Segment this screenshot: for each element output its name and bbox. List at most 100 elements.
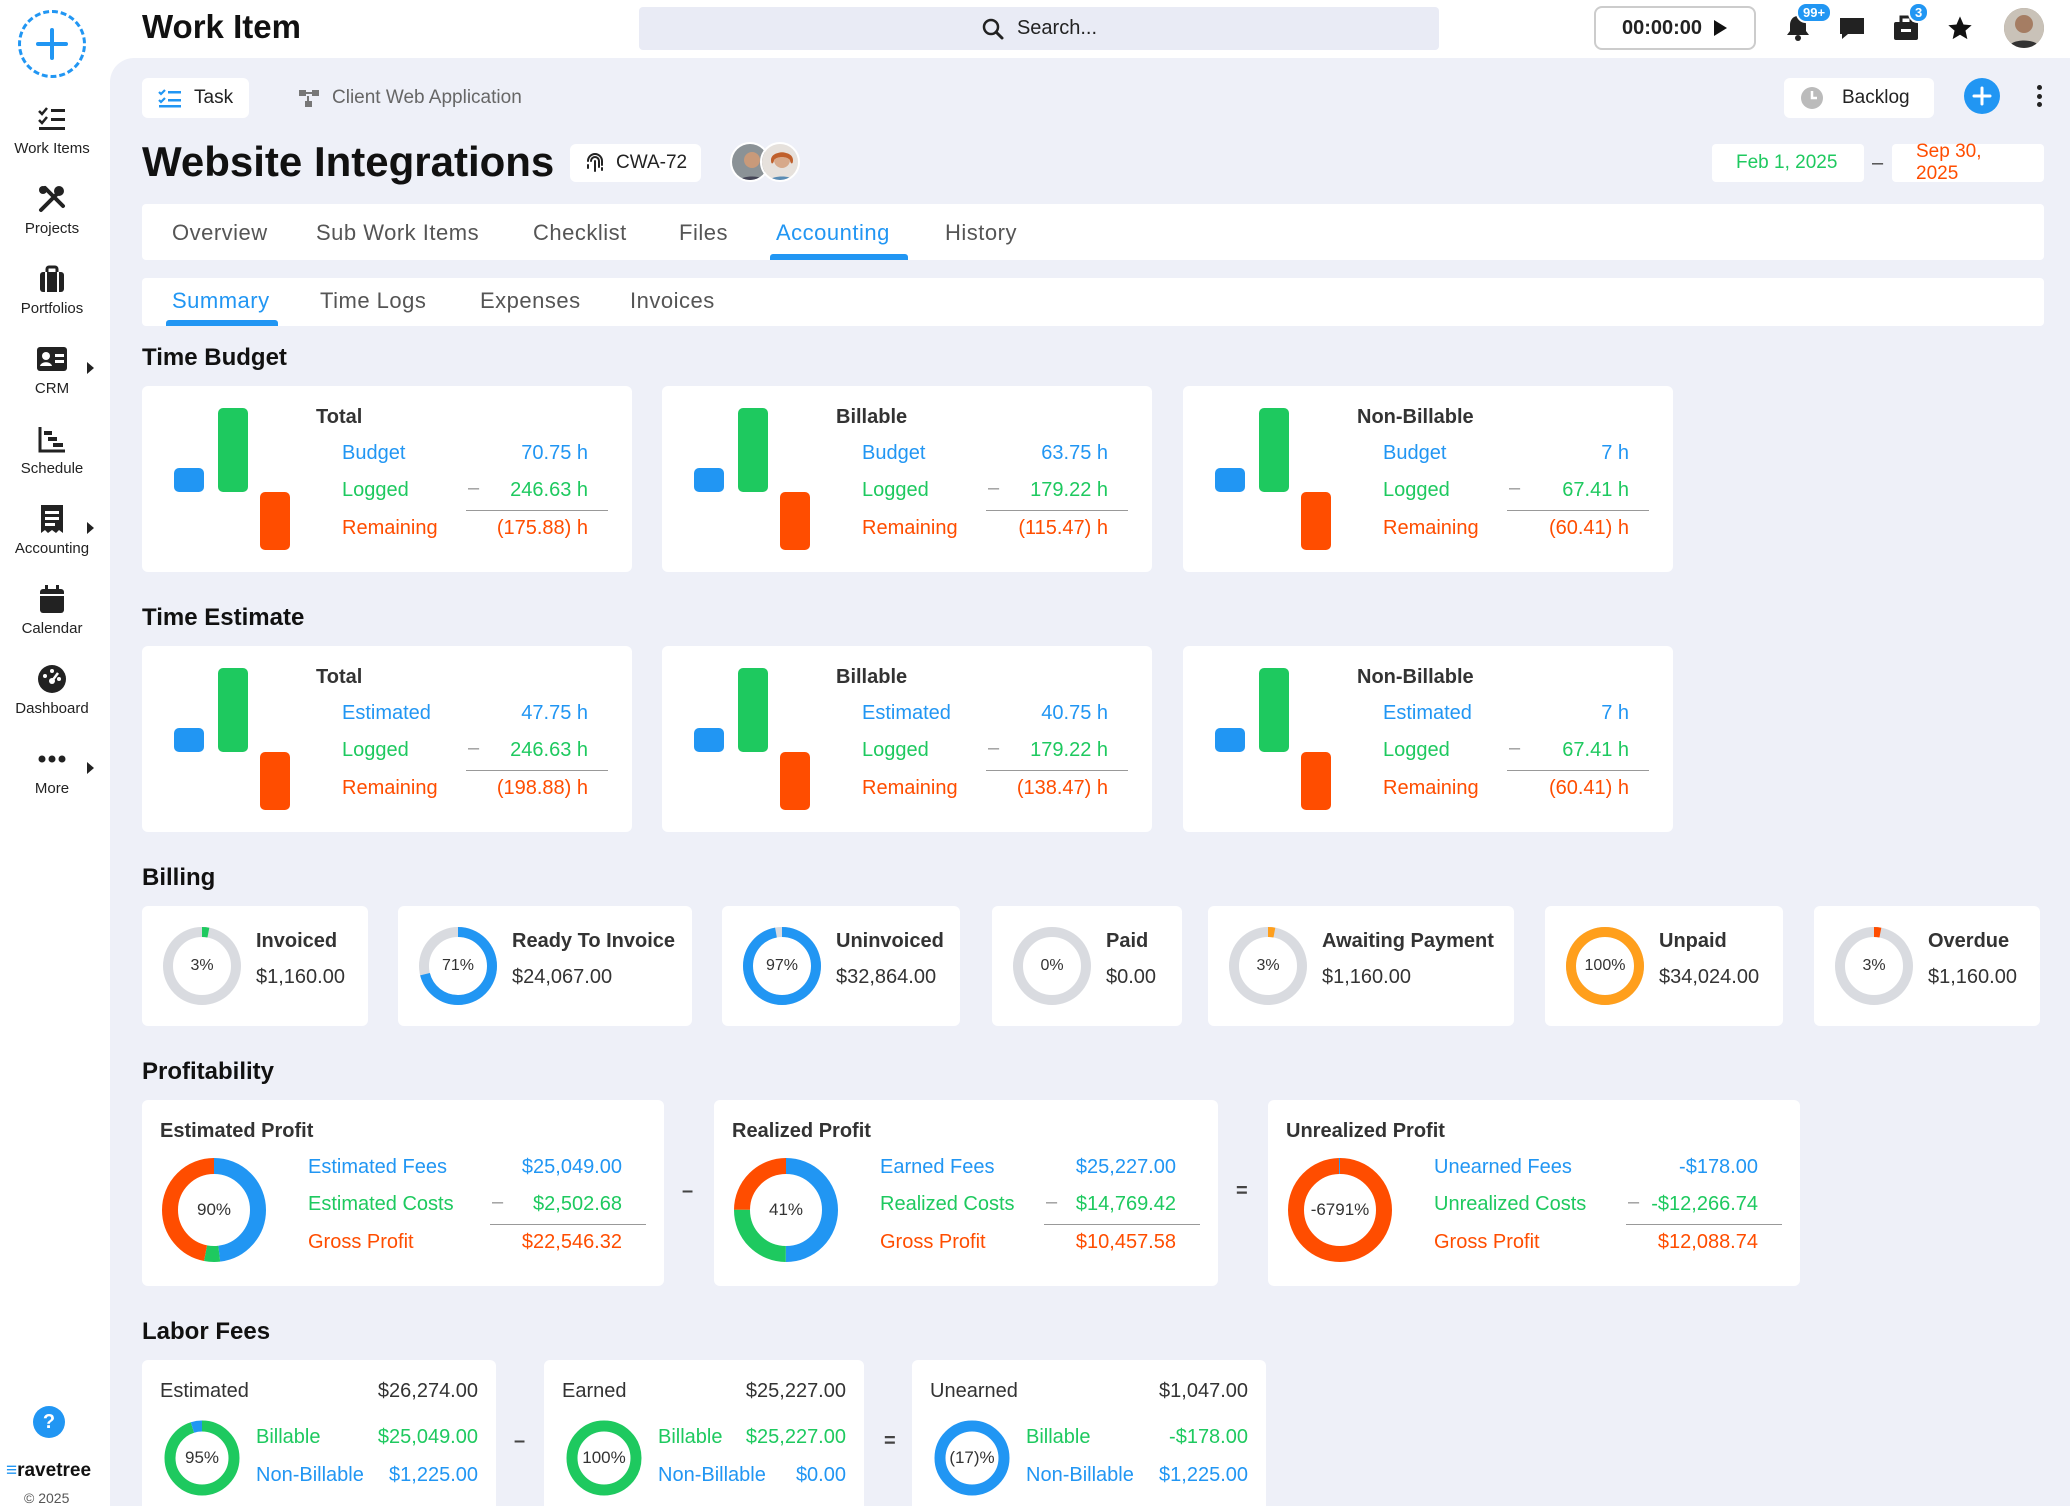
bar-logged [1259,408,1289,492]
tab-checklist[interactable]: Checklist [533,220,627,245]
billing-card[interactable]: 3% Invoiced $1,160.00 [142,906,368,1026]
main-tabs: Overview Sub Work Items Checklist Files … [142,204,2044,260]
donut-percent: 41% [768,1200,804,1219]
card-title: Non-Billable [1357,666,1474,688]
user-avatar[interactable] [2004,8,2044,48]
hierarchy-icon [299,90,319,107]
divider [490,1224,646,1225]
metric-label: Gross Profit [308,1231,414,1253]
tab-overview[interactable]: Overview [172,220,268,245]
donut-fill [1835,927,1913,1005]
labor-card: Earned $25,227.00 100% Billable $25,227.00 No… [544,1360,864,1506]
briefcase-icon [37,262,67,296]
billing-card[interactable]: 100% Unpaid $34,024.00 [1545,906,1783,1026]
billing-card[interactable]: 97% Uninvoiced $32,864.00 [722,906,960,1026]
bar-budget [1215,728,1245,752]
metric-label: Logged [862,739,929,761]
minus-operator: – [514,1430,526,1452]
type-chip[interactable]: Task [142,78,250,118]
create-button[interactable] [18,10,86,78]
sidebar-item-dashboard[interactable]: Dashboard [0,662,104,717]
project-link[interactable]: Client Web Application [282,78,538,118]
metric-value: -$12,266.74 [1651,1193,1758,1215]
sidebar-item-calendar[interactable]: Calendar [0,582,104,637]
sidebar-item-projects[interactable]: Projects [0,182,104,237]
metric-label: Unrealized Costs [1434,1193,1587,1215]
metric-label: Unearned Fees [1434,1156,1572,1178]
favorites-button[interactable] [1944,12,1976,44]
billing-amount: $0.00 [1106,966,1157,988]
tab-sub-work-items[interactable]: Sub Work Items [316,220,480,245]
subtab-time-logs[interactable]: Time Logs [320,288,427,313]
billing-card[interactable]: 0% Paid $0.00 [992,906,1182,1026]
donut-track [1013,927,1091,1005]
metric-label: Logged [1383,479,1450,501]
sidebar-item-schedule[interactable]: Schedule [0,422,104,477]
sidebar-item-label: Projects [24,220,80,237]
metric-value: $22,546.32 [521,1231,622,1253]
card-total: $1,047.00 [1159,1380,1248,1402]
kebab-menu-button[interactable] [2034,82,2044,110]
messages-button[interactable] [1836,12,1868,44]
profit-card: Estimated Profit 90% Estimated Fees $25,049… [142,1100,664,1286]
sidebar-item-accounting[interactable]: Accounting [0,502,104,557]
metric-label: Remaining [862,517,958,539]
sidebar-item-portfolios[interactable]: Portfolios [0,262,104,317]
sidebar-item-label: Accounting [14,540,90,557]
help-button[interactable]: ? [33,1406,65,1438]
status-dropdown[interactable]: Backlog [1784,78,1934,118]
work-button[interactable]: 3 [1890,2,1930,44]
calendar-icon [38,582,66,616]
chat-icon [1840,18,1864,39]
timer-button[interactable]: 00:00:00 [1594,6,1756,50]
metric-value: 63.75 h [1041,442,1108,464]
subtab-summary[interactable]: Summary [172,288,270,313]
sidebar-item-more[interactable]: More [0,742,104,797]
labor-donut: 100% [564,1418,644,1498]
start-date[interactable]: Feb 1, 2025 [1712,144,1864,182]
tab-history[interactable]: History [945,220,1017,245]
tab-files[interactable]: Files [679,220,728,245]
search-input[interactable]: Search... [639,7,1439,50]
section-title-profitability: Profitability [142,1058,275,1085]
metric-label: Budget [1383,442,1447,464]
metric-value: 179.22 h [1030,739,1108,761]
copyright: © 2025 [24,1490,70,1506]
card-title: Estimated Profit [160,1120,314,1142]
work-item-id-chip[interactable]: CWA-72 [570,144,702,182]
donut-fill [163,927,241,1005]
billing-card[interactable]: 3% Awaiting Payment $1,160.00 [1208,906,1514,1026]
billing-card[interactable]: 71% Ready To Invoice $24,067.00 [398,906,692,1026]
active-subtab-indicator [166,320,278,326]
metric-value: 179.22 h [1030,479,1108,501]
contact-card-icon [36,342,68,376]
subtab-invoices[interactable]: Invoices [630,288,715,313]
tab-accounting[interactable]: Accounting [776,220,890,245]
metric-label: Logged [342,739,409,761]
sidebar-item-crm[interactable]: CRM [0,342,104,397]
type-label: Task [194,87,234,108]
minus-sign: – [988,477,1000,499]
donut-chart [1288,1158,1392,1262]
donut-percent: 95% [184,1448,220,1467]
bar-logged [738,668,768,752]
notification-badge: 99+ [1796,2,1833,23]
donut-chart [164,1420,240,1496]
end-date[interactable]: Sep 30, 2025 [1892,141,2044,184]
subtab-expenses[interactable]: Expenses [480,288,581,313]
donut-percent: (17)% [949,1448,995,1467]
add-button[interactable] [1964,78,2000,114]
metric-label: Remaining [342,517,438,539]
assignee-avatar[interactable] [760,142,800,182]
divider [1507,510,1649,511]
billing-amount: $32,864.00 [836,966,937,988]
donut-chart [162,1158,266,1262]
billing-card[interactable]: 3% Overdue $1,160.00 [1814,906,2040,1026]
metric-label: Logged [862,479,929,501]
sidebar-item-work-items[interactable]: Work Items [0,102,104,157]
billing-amount: $34,024.00 [1659,966,1760,988]
card-total: $26,274.00 [377,1380,478,1402]
notifications-button[interactable]: 99+ [1782,2,1833,44]
metric-value: 246.63 h [510,739,588,761]
card-title: Unearned [930,1380,1018,1402]
